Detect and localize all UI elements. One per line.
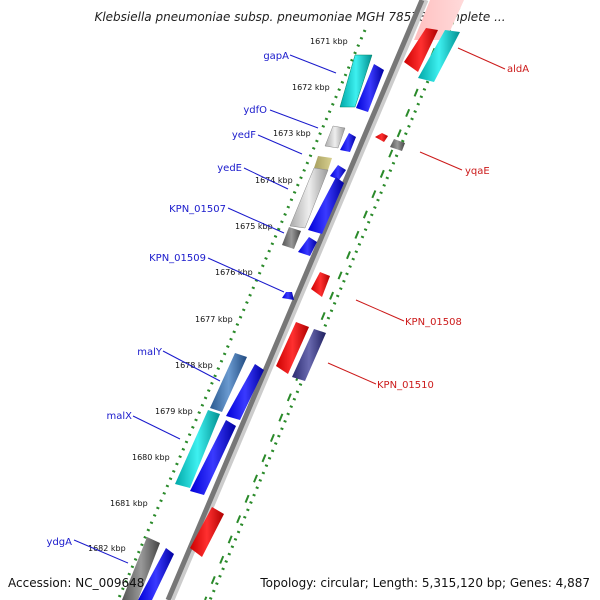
gene-KPN01510-feature bbox=[292, 329, 326, 381]
gene-KPN01510-arrow bbox=[276, 322, 309, 374]
gene-label-KPN_01508: KPN_01508 bbox=[405, 317, 462, 328]
gene-yqaE-feature bbox=[390, 139, 405, 151]
backbone bbox=[165, 0, 425, 600]
gene-label-gapA: gapA bbox=[263, 51, 289, 62]
label-leaders bbox=[73, 47, 506, 564]
tick-label: 1671 kbp bbox=[310, 37, 348, 46]
accession-label: Accession: NC_009648 bbox=[8, 576, 145, 590]
gene-labels-reverse: aldA yqaE KPN_01508 KPN_01510 bbox=[377, 64, 529, 391]
gene-malY-feature bbox=[210, 353, 247, 412]
gene-label-yedE: yedE bbox=[217, 163, 242, 174]
tick-label: 1672 kbp bbox=[292, 83, 330, 92]
gene-yedE-feature bbox=[289, 167, 329, 229]
gene-ydfO-arrow bbox=[340, 133, 356, 152]
gene-labels-forward: gapA ydfO yedF yedE KPN_01507 KPN_01509 … bbox=[47, 51, 290, 548]
gene-KPN01507-arrow bbox=[298, 237, 317, 256]
gene-unlabeled-red-arrow bbox=[190, 507, 224, 557]
outer-dashed-ticks bbox=[204, 27, 444, 600]
gene-KPN01508-arrow bbox=[311, 272, 330, 297]
gene-label-malX: malX bbox=[107, 411, 133, 422]
gene-label-malY: malY bbox=[137, 347, 163, 358]
tick-label: 1680 kbp bbox=[132, 453, 170, 462]
gene-yedE-arrow bbox=[308, 177, 344, 234]
gene-label-KPN_01507: KPN_01507 bbox=[169, 204, 226, 215]
gene-gapA-arrow bbox=[356, 64, 384, 112]
gene-yedF-arrow bbox=[330, 165, 346, 180]
tick-label: 1681 kbp bbox=[110, 499, 148, 508]
gene-label-KPN_01509: KPN_01509 bbox=[149, 253, 206, 264]
gene-ydgA-arrow bbox=[138, 548, 174, 600]
gene-malY-arrow bbox=[226, 364, 264, 420]
tick-label: 1682 kbp bbox=[88, 544, 126, 553]
gene-malX-arrow bbox=[190, 420, 236, 495]
reverse-strand-genes bbox=[190, 0, 464, 557]
gene-malX-feature bbox=[175, 410, 220, 488]
gene-aldA-feature bbox=[418, 30, 460, 82]
gene-label-ydgA: ydgA bbox=[47, 537, 73, 548]
genome-summary: Topology: circular; Length: 5,315,120 bp… bbox=[260, 576, 590, 590]
gene-yqaE-arrow bbox=[375, 133, 388, 142]
gene-label-ydfO: ydfO bbox=[243, 105, 267, 116]
tick-label: 1676 kbp bbox=[215, 268, 253, 277]
tick-labels: 1671 kbp 1672 kbp 1673 kbp 1674 kbp 1675… bbox=[88, 37, 348, 553]
gene-label-KPN_01510: KPN_01510 bbox=[377, 380, 434, 391]
tick-label: 1674 kbp bbox=[255, 176, 293, 185]
map-title: Klebsiella pneumoniae subsp. pneumoniae … bbox=[94, 10, 506, 24]
gene-label-yedF: yedF bbox=[232, 130, 256, 141]
gene-yedF-feature bbox=[314, 156, 332, 170]
backbone-shadow bbox=[169, 0, 429, 600]
forward-strand-genes bbox=[122, 54, 384, 600]
tick-label: 1675 kbp bbox=[235, 222, 273, 231]
tick-label: 1679 kbp bbox=[155, 407, 193, 416]
tick-label: 1678 kbp bbox=[175, 361, 213, 370]
gene-label-aldA: aldA bbox=[507, 64, 529, 75]
gene-ydgA-feature bbox=[122, 537, 160, 600]
outer-dotted-guide bbox=[208, 0, 464, 600]
gene-KPN01507-feature bbox=[282, 227, 301, 249]
gene-label-yqaE: yqaE bbox=[465, 166, 490, 177]
tick-label: 1677 kbp bbox=[195, 315, 233, 324]
gene-aldA-arrow bbox=[404, 28, 438, 72]
gene-KPN01509-arrow bbox=[282, 292, 294, 300]
inner-dotted-guide bbox=[116, 29, 367, 600]
tick-label: 1673 kbp bbox=[273, 129, 311, 138]
gene-gapA-feature bbox=[339, 54, 373, 108]
gene-ydfO-feature bbox=[324, 125, 346, 149]
